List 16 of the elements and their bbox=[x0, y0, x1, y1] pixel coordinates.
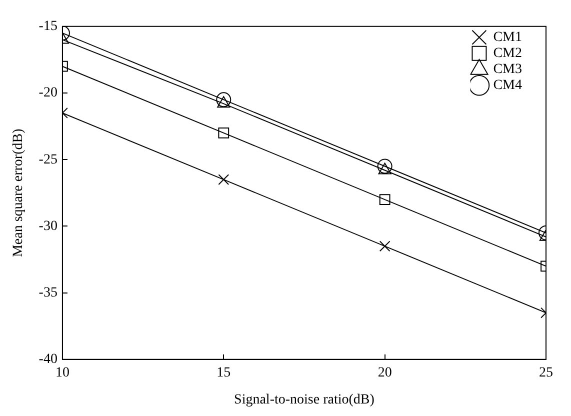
legend-label: CM2 bbox=[493, 46, 522, 62]
x-tick-label: 10 bbox=[55, 365, 70, 380]
x-tick-label: 15 bbox=[216, 365, 231, 380]
y-axis-title: Mean square error(dB) bbox=[11, 128, 26, 258]
legend-label: CM3 bbox=[493, 62, 522, 78]
legend-label: CM4 bbox=[493, 78, 522, 94]
x-tick-label: 20 bbox=[378, 365, 392, 380]
y-tick-label: -30 bbox=[38, 218, 58, 234]
x-tick-label: 25 bbox=[539, 365, 553, 380]
legend-label: CM1 bbox=[493, 30, 522, 46]
y-tick-label: -15 bbox=[38, 19, 58, 34]
x-axis-title: Signal-to-noise ratio(dB) bbox=[234, 392, 375, 408]
y-tick-label: -25 bbox=[38, 152, 58, 168]
y-tick-label: -20 bbox=[38, 86, 58, 101]
y-tick-label: -35 bbox=[38, 285, 58, 300]
y-tick-label: -40 bbox=[38, 352, 58, 368]
